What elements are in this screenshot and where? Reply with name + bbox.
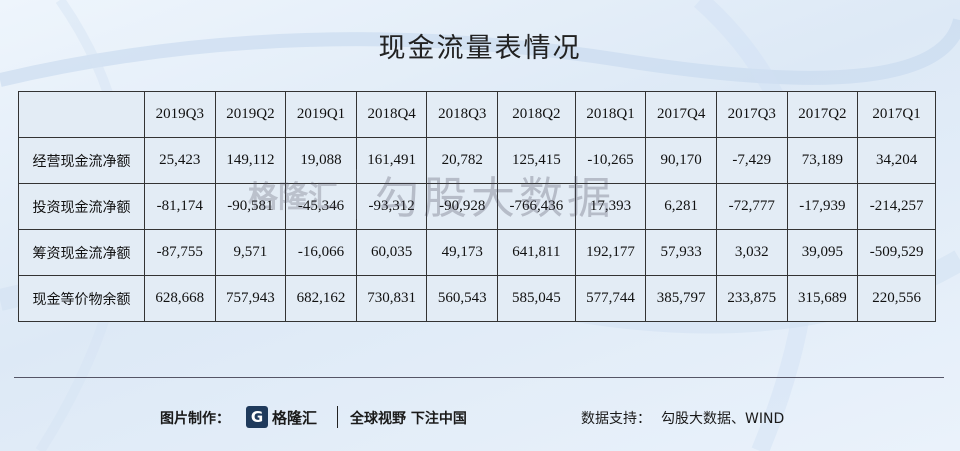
row-label: 经营现金流净额 [18, 137, 145, 184]
column-header: 2019Q3 [144, 91, 216, 138]
table-cell: -72,777 [715, 183, 788, 230]
table-cell: 25,423 [144, 137, 216, 184]
page-title: 现金流量表情况 [378, 33, 582, 63]
table-cell: -87,755 [144, 229, 216, 276]
column-header: 2017Q4 [645, 91, 717, 138]
table-cell: 641,811 [497, 229, 576, 276]
table-cell: 385,797 [645, 275, 717, 322]
table-cell: 585,045 [497, 275, 576, 322]
brand-logo: G 格隆汇 [246, 404, 317, 430]
footer-divider [14, 377, 944, 378]
footer: 图片制作： G 格隆汇 全球视野 下注中国 数据支持： 勾股大数据、WIND [0, 404, 960, 432]
column-header: 2017Q3 [715, 91, 788, 138]
table-row: 经营现金流净额 25,423 149,112 19,088 161,491 20,782 1… [18, 137, 936, 184]
table-cell: 34,204 [857, 137, 936, 184]
table-cell: 577,744 [574, 275, 647, 322]
table-row: 现金等价物余额 628,668 757,943 682,162 730,831 560,5… [18, 275, 936, 322]
table-cell: 17,393 [574, 183, 647, 230]
table-cell: -93,312 [355, 183, 428, 230]
row-label: 投资现金流净额 [18, 183, 145, 230]
footer-separator [337, 406, 338, 428]
table-row: 投资现金流净额 -81,174 -90,581 -45,346 -93,312 -90,9… [18, 183, 936, 230]
column-header: 2018Q4 [355, 91, 428, 138]
table-cell: 73,189 [786, 137, 859, 184]
slogan: 全球视野 下注中国 [350, 411, 467, 427]
table-cell: 9,571 [214, 229, 287, 276]
table-cell: 90,170 [645, 137, 717, 184]
table-cell: -766,436 [497, 183, 576, 230]
data-source: 数据支持： 勾股大数据、WIND [581, 408, 784, 428]
table-cell: -17,939 [786, 183, 859, 230]
made-by-label: 图片制作： [160, 411, 230, 427]
table-cell: 220,556 [857, 275, 936, 322]
table-cell: 60,035 [355, 229, 428, 276]
table-header-row: 2019Q3 2019Q2 2019Q1 2018Q4 2018Q3 2018Q2 2018… [18, 91, 936, 138]
column-header: 2018Q1 [574, 91, 647, 138]
brand-logo-icon: G [246, 406, 268, 428]
data-source-label: 数据支持： [581, 411, 651, 427]
table-cell: -45,346 [285, 183, 357, 230]
table-cell: 315,689 [786, 275, 859, 322]
data-source-value: 勾股大数据、WIND [661, 411, 785, 427]
table-cell: 628,668 [144, 275, 216, 322]
table-cell: 161,491 [355, 137, 428, 184]
table-cell: -7,429 [715, 137, 788, 184]
table-cell: -16,066 [285, 229, 357, 276]
cash-flow-table: 2019Q3 2019Q2 2019Q1 2018Q4 2018Q3 2018Q2 2018… [18, 91, 936, 322]
table-cell: 149,112 [214, 137, 287, 184]
brand-name: 格隆汇 [272, 408, 318, 427]
table-row: 筹资现金流净额 -87,755 9,571 -16,066 60,035 49,173 64… [18, 229, 936, 276]
row-label: 筹资现金流净额 [18, 229, 145, 276]
table-cell: 6,281 [645, 183, 717, 230]
table-cell: 233,875 [715, 275, 788, 322]
table-cell: 192,177 [574, 229, 647, 276]
table-cell: 49,173 [426, 229, 499, 276]
table-cell: 39,095 [786, 229, 859, 276]
table-cell: -509,529 [857, 229, 936, 276]
table-cell: 19,088 [285, 137, 357, 184]
table-cell: 757,943 [214, 275, 287, 322]
table-cell: -10,265 [574, 137, 647, 184]
table-cell: -81,174 [144, 183, 216, 230]
table-cell: 560,543 [426, 275, 499, 322]
row-label: 现金等价物余额 [18, 275, 145, 322]
table-cell: 20,782 [426, 137, 499, 184]
table-cell: 57,933 [645, 229, 717, 276]
table-cell: -214,257 [857, 183, 936, 230]
table-cell: -90,581 [214, 183, 287, 230]
table-cell: -90,928 [426, 183, 499, 230]
column-header: 2017Q1 [857, 91, 936, 138]
table-cell: 125,415 [497, 137, 576, 184]
table-cell: 3,032 [715, 229, 788, 276]
header-corner-cell [18, 91, 145, 138]
column-header: 2019Q1 [285, 91, 357, 138]
column-header: 2018Q3 [426, 91, 499, 138]
column-header: 2017Q2 [786, 91, 859, 138]
column-header: 2019Q2 [214, 91, 287, 138]
column-header: 2018Q2 [497, 91, 576, 138]
table-cell: 682,162 [285, 275, 357, 322]
table-cell: 730,831 [355, 275, 428, 322]
